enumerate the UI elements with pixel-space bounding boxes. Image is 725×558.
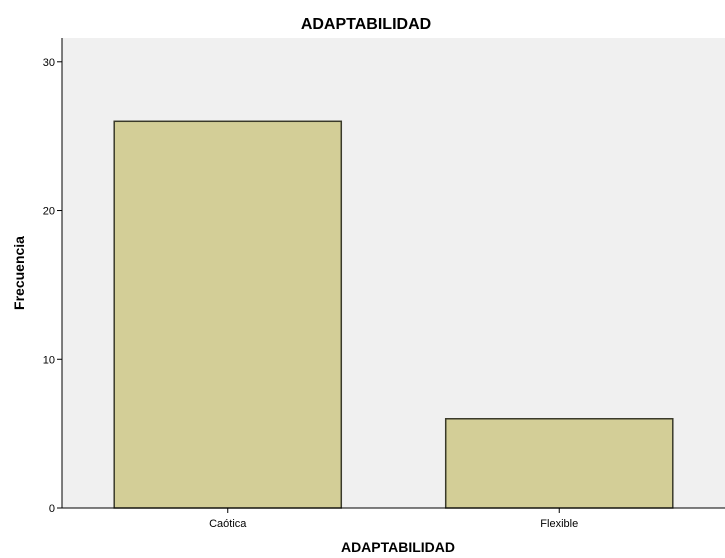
chart-title: ADAPTABILIDAD [301, 16, 431, 33]
y-tick-label: 10 [43, 354, 55, 366]
bar-1 [113, 120, 343, 509]
x-axis-ticks: Caótica Flexible [209, 508, 578, 530]
y-axis-ticks: 0 10 20 30 [43, 57, 62, 515]
x-tick-label: Caótica [209, 518, 247, 530]
bar-2 [444, 418, 674, 509]
y-axis-label: Frecuencia [11, 236, 27, 310]
y-tick-label: 0 [49, 503, 55, 515]
x-tick-label: Flexible [540, 518, 578, 530]
bars-group [113, 120, 674, 509]
x-axis-label: ADAPTABILIDAD [341, 539, 455, 555]
y-tick-label: 30 [43, 57, 55, 69]
y-tick-label: 20 [43, 206, 55, 218]
